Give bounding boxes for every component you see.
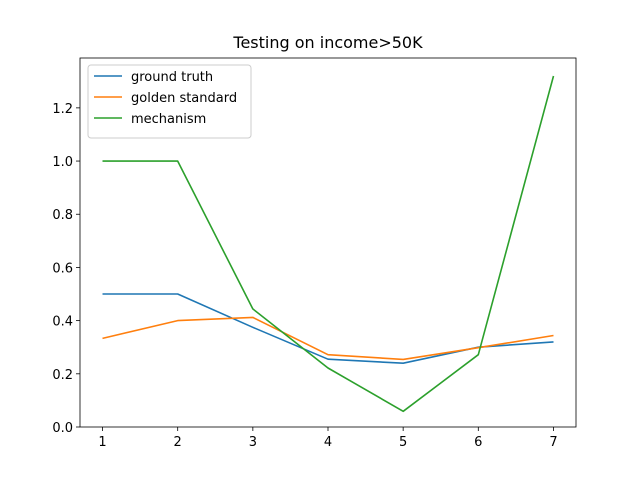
x-tick-label: 2 [174, 435, 182, 450]
y-tick-label: 1.0 [52, 155, 73, 170]
legend-label-golden-standard: golden standard [131, 91, 237, 106]
x-tick-label: 5 [399, 435, 407, 450]
legend-box [87, 64, 252, 139]
legend-label-mechanism: mechanism [131, 112, 206, 127]
chart-title: Testing on income>50K [232, 33, 423, 52]
x-tick-label: 7 [549, 435, 557, 450]
y-tick-label: 0.0 [52, 421, 73, 436]
x-tick-label: 6 [474, 435, 482, 450]
y-tick-label: 1.2 [52, 102, 73, 117]
y-tick-label: 0.8 [52, 208, 73, 223]
x-tick-label: 1 [98, 435, 106, 450]
x-tick-label: 3 [249, 435, 257, 450]
y-tick-label: 0.6 [52, 261, 73, 276]
series-line-golden-standard [102, 316, 554, 361]
y-axis: 0.0 0.2 0.4 0.6 0.8 1.0 1.2 [52, 102, 80, 436]
x-axis: 1 2 3 4 5 6 7 [98, 427, 558, 450]
x-tick-label: 4 [324, 435, 332, 450]
y-tick-label: 0.4 [52, 315, 73, 330]
legend-label-ground-truth: ground truth [131, 70, 213, 85]
legend: ground truth golden standard mechanism [87, 64, 252, 139]
series-group [102, 75, 555, 413]
y-tick-label: 0.2 [52, 368, 73, 383]
series-line-mechanism [102, 75, 555, 413]
